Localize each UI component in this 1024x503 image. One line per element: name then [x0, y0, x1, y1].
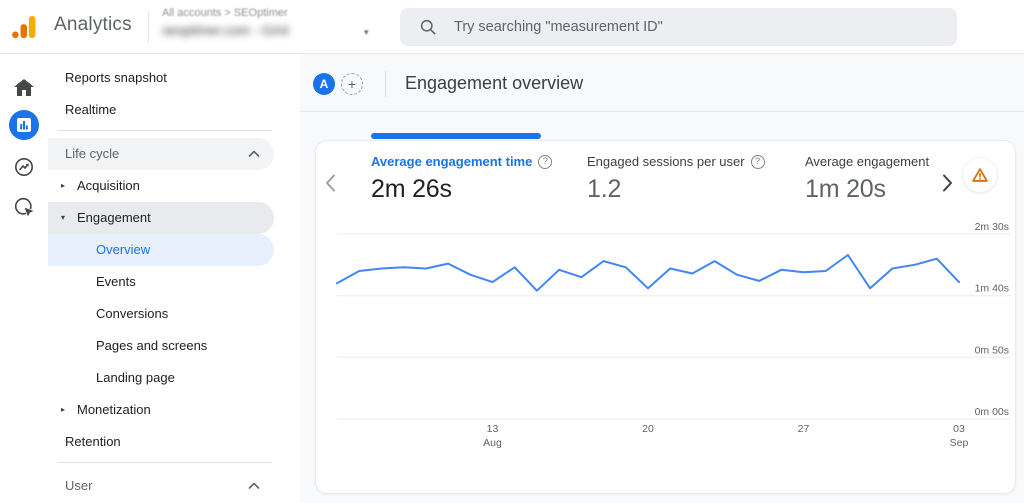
bar-chart-icon — [17, 118, 31, 132]
metric-label: Average engagement time — [371, 154, 533, 169]
sidebar-item-overview[interactable]: Overview — [48, 234, 274, 266]
page-title: Engagement overview — [405, 73, 584, 93]
search-input[interactable] — [452, 18, 957, 36]
sidebar-section-label: Life cycle — [65, 146, 120, 161]
header-rule — [300, 111, 1024, 112]
tab-average-engagement-time[interactable]: Average engagement time ? 2m 26s — [371, 154, 553, 204]
explore-icon[interactable] — [12, 155, 36, 179]
sidebar-divider — [58, 462, 272, 463]
metric-value: 2m 26s — [371, 175, 452, 203]
topbar-divider — [148, 11, 149, 43]
sidebar-item-events[interactable]: Events — [48, 266, 274, 298]
chevron-up-icon — [248, 150, 260, 157]
sidebar-section-life-cycle[interactable]: Life cycle — [48, 138, 274, 170]
y-tick-label: 2m 30s — [975, 221, 1009, 233]
sidebar-item-reports-snapshot[interactable]: Reports snapshot — [48, 62, 274, 94]
main-content: A + Engagement overview Average engageme… — [300, 54, 1024, 503]
sidebar-item-retention[interactable]: Retention — [48, 426, 274, 458]
expander-collapsed-icon[interactable]: ▸ — [61, 181, 66, 190]
top-bar: Analytics All accounts > SEOptimer seopt… — [0, 0, 1024, 54]
tab-engaged-sessions-per-user[interactable]: Engaged sessions per user ? 1.2 — [587, 154, 765, 204]
active-tab-indicator — [371, 133, 541, 139]
scroll-left-icon[interactable] — [324, 173, 338, 193]
y-tick-label: 1m 40s — [975, 283, 1009, 295]
x-tick-label: 27 — [798, 423, 810, 435]
metric-label: Average engagement — [805, 154, 930, 169]
y-tick-label: 0m 00s — [975, 406, 1009, 418]
sidebar-item-conversions[interactable]: Conversions — [48, 298, 274, 330]
header-divider — [385, 71, 386, 97]
y-tick-label: 0m 50s — [975, 344, 1009, 356]
sidebar-item-label: Pages and screens — [96, 338, 208, 353]
app-name: Analytics — [54, 14, 132, 35]
chart-line — [336, 254, 960, 292]
expander-expanded-icon[interactable]: ▾ — [61, 213, 66, 222]
sidebar-item-label: Monetization — [77, 402, 151, 417]
avatar[interactable]: A — [313, 73, 335, 95]
advertising-icon[interactable] — [12, 195, 36, 219]
metric-label: Engaged sessions per user — [587, 154, 745, 169]
sidebar-item-label: Reports snapshot — [65, 70, 167, 85]
chevron-up-icon — [248, 482, 260, 489]
sidebar-section-user[interactable]: User — [48, 470, 274, 502]
tab-average-engagement-time-per-session[interactable]: Average engagement 1m 20s — [805, 154, 929, 204]
reports-sidebar: Reports snapshot Realtime Life cycle ▸ A… — [48, 54, 300, 503]
sidebar-divider — [58, 130, 272, 131]
property-switcher-label[interactable]: seoptimer.com - GA4 — [162, 23, 289, 38]
metric-value: 1m 20s — [805, 175, 886, 203]
x-tick-label: 20 — [642, 423, 654, 435]
x-tick-label: 03 — [953, 423, 965, 435]
chevron-down-icon[interactable]: ▾ — [364, 27, 369, 37]
help-icon[interactable]: ? — [538, 154, 553, 169]
scroll-right-icon[interactable] — [940, 173, 954, 193]
engagement-line-chart: 2m 30s 1m 40s 0m 50s 0m 00s 13 Aug 20 27 03 Sep — [336, 221, 1011, 449]
sidebar-section-label: User — [65, 478, 93, 493]
x-tick-label: 13 — [487, 423, 499, 435]
warning-triangle-icon — [972, 168, 988, 182]
sidebar-item-engagement[interactable]: ▾ Engagement — [48, 202, 274, 234]
nav-rail — [0, 54, 48, 503]
sidebar-item-label: Realtime — [65, 102, 117, 117]
sidebar-item-label: Retention — [65, 434, 121, 449]
sidebar-item-realtime[interactable]: Realtime — [48, 94, 274, 126]
search-icon — [420, 19, 436, 35]
sidebar-item-landing-page[interactable]: Landing page — [48, 362, 274, 394]
breadcrumb: All accounts > SEOptimer — [162, 7, 288, 19]
home-icon[interactable] — [12, 76, 36, 100]
sidebar-item-label: Events — [96, 274, 136, 289]
sidebar-item-label: Acquisition — [77, 178, 140, 193]
x-tick-sublabel: Aug — [483, 437, 502, 449]
sidebar-item-monetization[interactable]: ▸ Monetization — [48, 394, 274, 426]
expander-collapsed-icon[interactable]: ▸ — [61, 405, 66, 414]
engagement-overview-card: Average engagement time ? 2m 26s Engaged… — [315, 133, 1016, 494]
help-icon[interactable]: ? — [750, 154, 765, 169]
sidebar-item-acquisition[interactable]: ▸ Acquisition — [48, 170, 274, 202]
google-analytics-logo-icon[interactable] — [10, 13, 38, 41]
sidebar-item-label: Overview — [96, 242, 151, 257]
sidebar-item-pages-and-screens[interactable]: Pages and screens — [48, 330, 274, 362]
data-quality-warning-button[interactable] — [962, 157, 998, 193]
reports-icon[interactable] — [9, 110, 39, 140]
metric-value: 1.2 — [587, 175, 622, 203]
x-tick-sublabel: Sep — [950, 437, 969, 449]
sidebar-item-label: Conversions — [96, 306, 169, 321]
sidebar-item-label: Engagement — [77, 210, 151, 225]
sidebar-item-label: Landing page — [96, 370, 175, 385]
add-comparison-button[interactable]: + — [341, 73, 363, 95]
search-bar[interactable] — [400, 8, 957, 46]
